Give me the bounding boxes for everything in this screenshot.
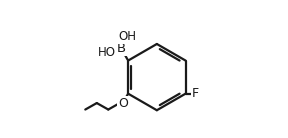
Text: O: O: [118, 97, 128, 110]
Text: F: F: [192, 87, 199, 100]
Text: B: B: [117, 42, 126, 55]
Text: HO: HO: [98, 46, 115, 59]
Text: OH: OH: [118, 30, 137, 43]
